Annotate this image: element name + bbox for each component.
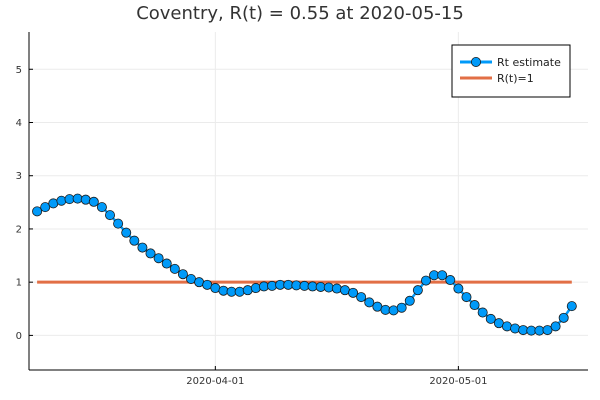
data-point [137,242,148,253]
y-tick-label: 2 [16,224,22,235]
data-point [40,202,51,213]
x-tick-label: 2020-05-01 [429,376,487,387]
data-point [485,313,496,324]
data-point [453,283,464,294]
y-tick-label: 4 [16,118,22,129]
data-point [566,301,577,312]
data-point [88,196,99,207]
legend: Rt estimate R(t)=1 [451,44,571,98]
data-point [32,206,43,217]
data-point [550,321,561,332]
x-tick-label: 2020-04-01 [186,376,244,387]
y-tick-label: 1 [16,278,22,289]
series-0 [32,193,577,336]
legend-box [451,44,571,98]
data-point [477,307,488,318]
y-tick-label: 5 [16,65,22,76]
data-point [404,295,415,306]
data-point [169,263,180,274]
data-point [356,292,367,303]
data-point [364,297,375,308]
data-point [469,300,480,311]
data-point [161,258,172,269]
axes [28,32,588,371]
y-tick-label: 0 [16,331,22,342]
data-point [113,218,124,229]
data-point [396,302,407,313]
data-point [105,210,116,221]
chart-title: Coventry, R(t) = 0.55 at 2020-05-15 [136,3,464,24]
legend-swatch-marker [470,57,481,68]
data-point [445,275,456,286]
data-point [129,235,140,246]
data-point [96,202,107,213]
data-point [420,275,431,286]
data-point [331,283,342,294]
data-point [412,285,423,296]
data-point [437,270,448,281]
legend-label: Rt estimate [497,56,561,69]
data-point [145,248,156,259]
data-point [177,269,188,280]
data-point [80,194,91,205]
data-point [242,285,253,296]
data-point [542,325,553,336]
data-point [153,253,164,264]
data-point [234,286,245,297]
tick-labels: 0 1 2 3 4 5 2020-04-01 2020-05-01 [16,65,488,387]
legend-label: R(t)=1 [497,72,534,85]
data-point [461,292,472,303]
data-point [56,195,67,206]
data-point [501,321,512,332]
data-point [510,323,521,334]
series [32,193,577,336]
data-point [558,312,569,323]
y-tick-label: 3 [16,171,22,182]
data-point [348,287,359,298]
data-point [121,227,132,238]
data-point [250,283,261,294]
